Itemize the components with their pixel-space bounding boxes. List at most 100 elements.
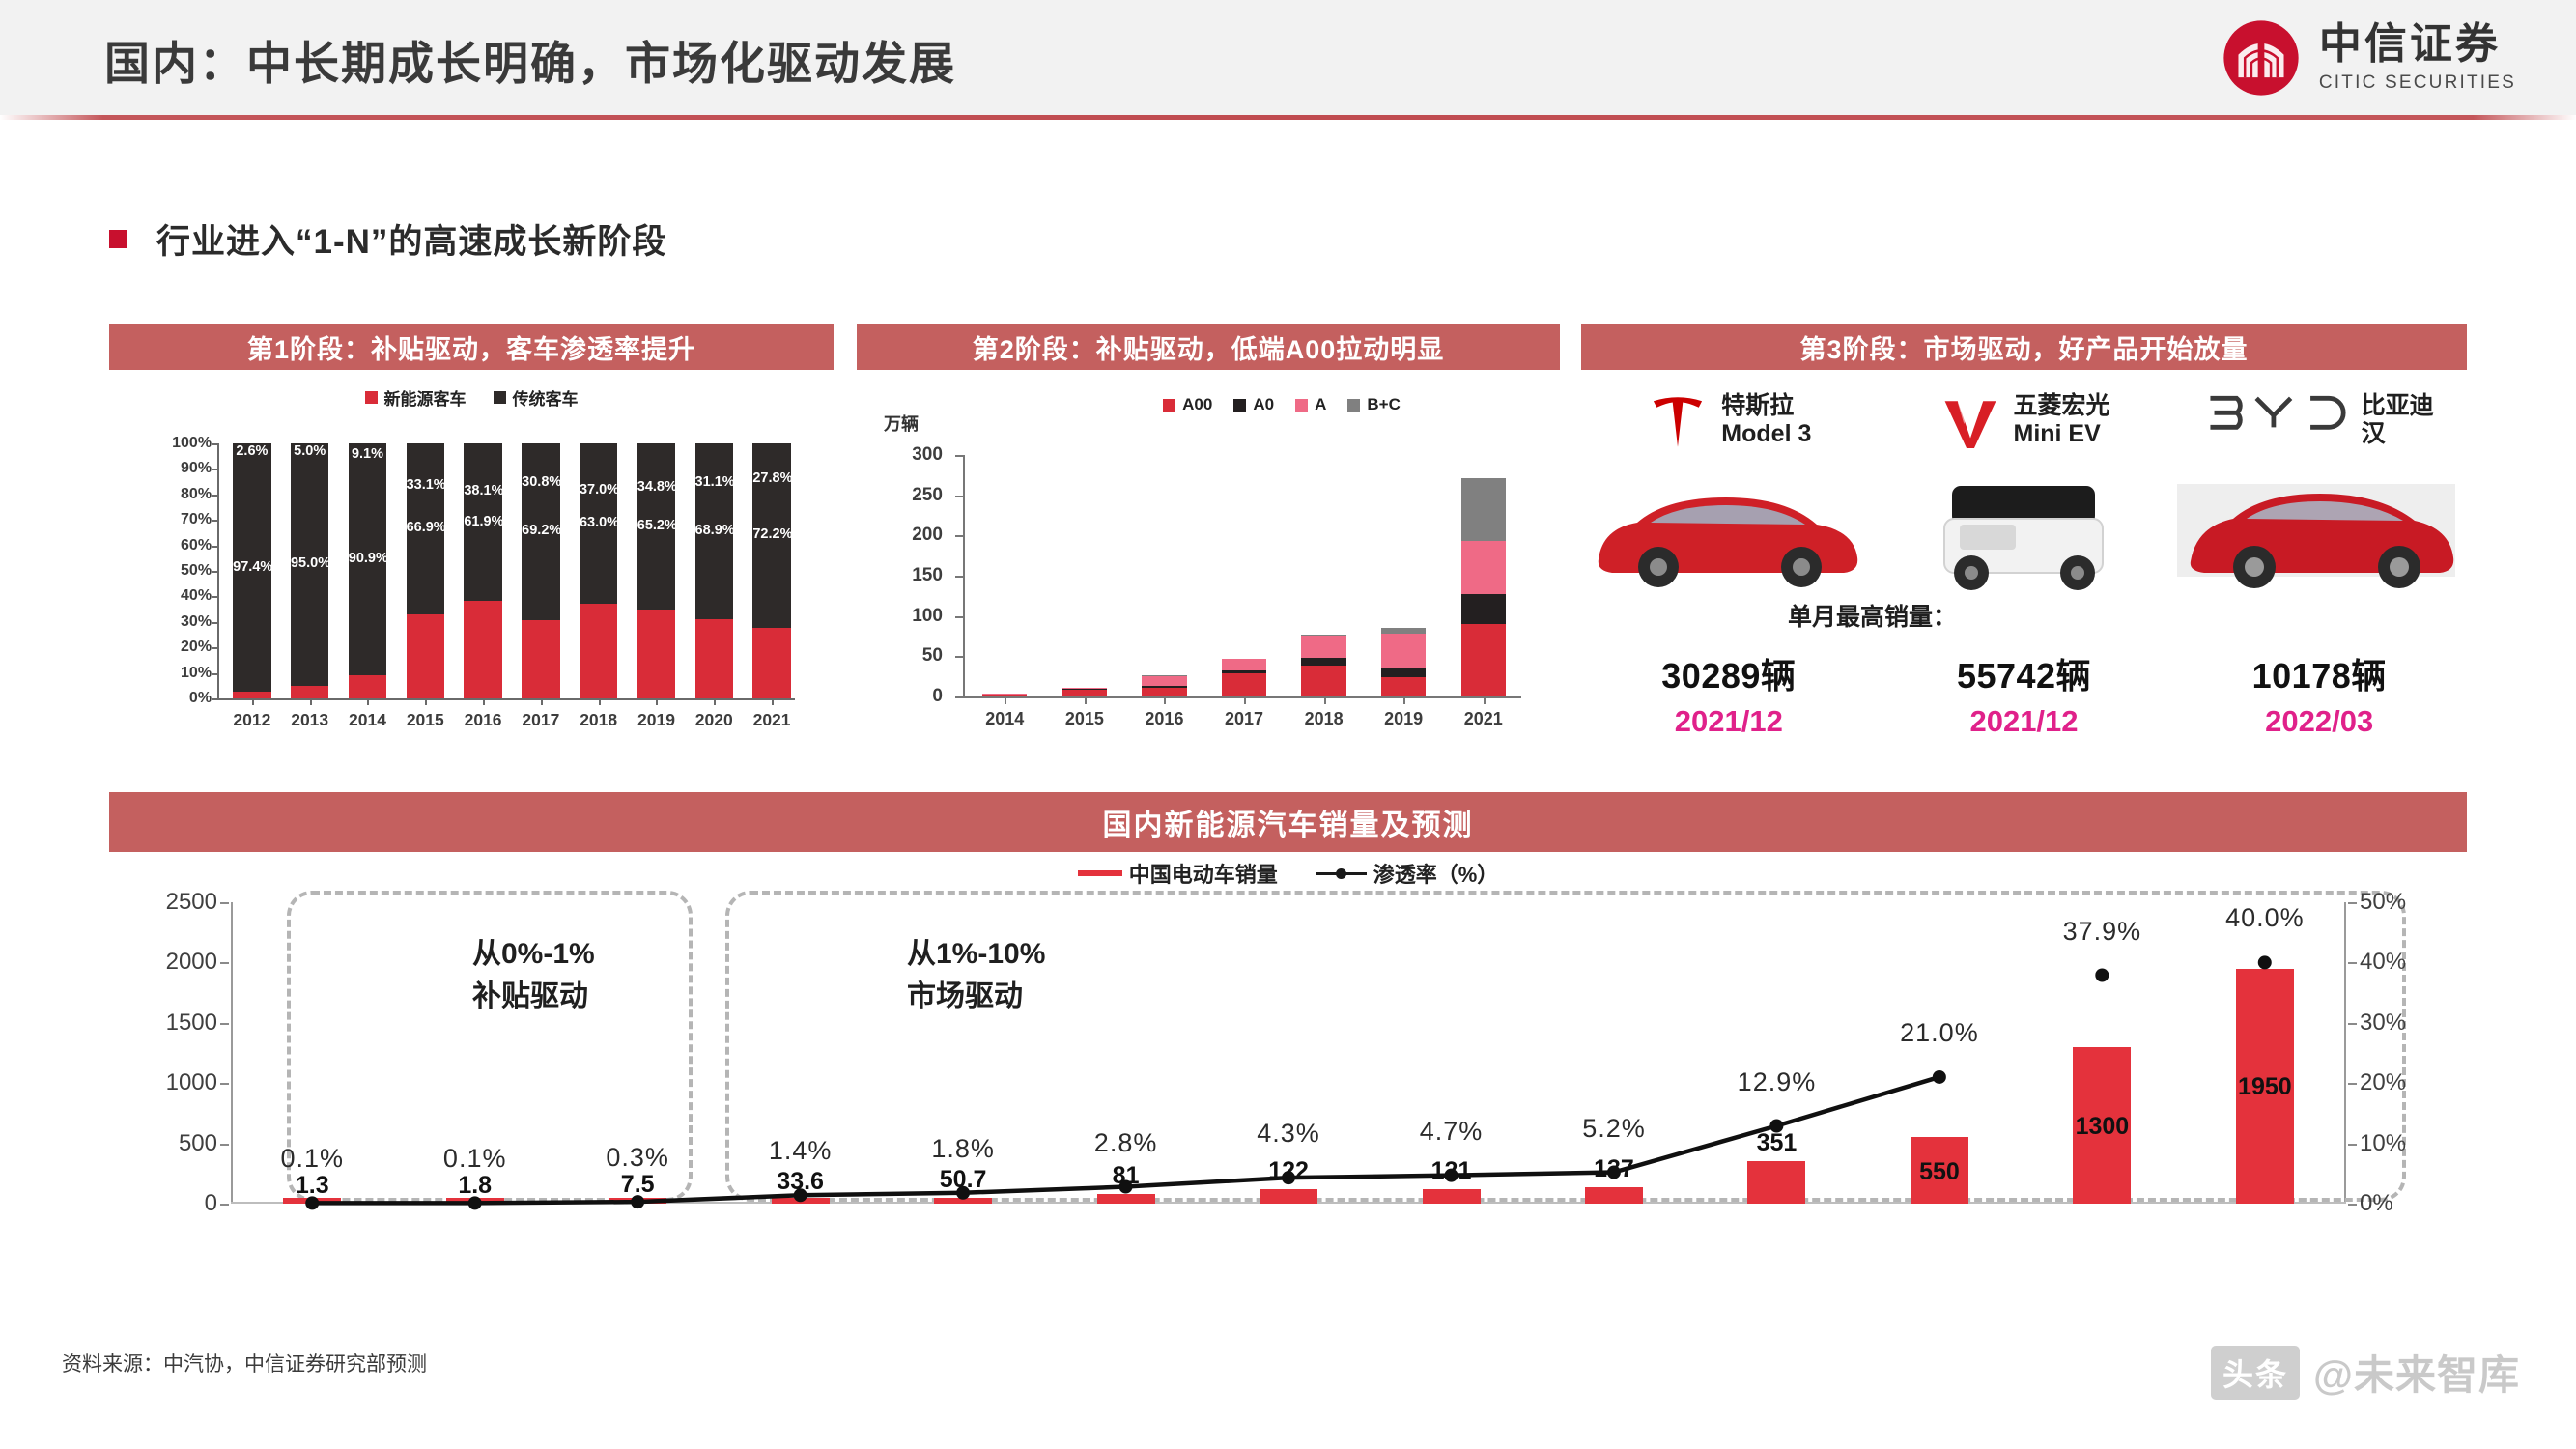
stage1-segment-label: 90.9% — [348, 550, 388, 566]
stage1-x-tick-label: 2020 — [694, 710, 733, 729]
stage1-stacked-bar: 69.2% 30.8% — [522, 443, 561, 698]
stage1-segment-nev: 34.8% — [637, 479, 677, 698]
main-bar-label: 1.3 — [295, 1171, 329, 1199]
main-line-point — [1118, 1179, 1133, 1194]
main-left-tick — [220, 1204, 229, 1206]
main-line-point — [2095, 968, 2109, 982]
stage2-segment-a00 — [1221, 673, 1267, 696]
stage1-x-tick — [540, 698, 543, 705]
stage2-stacked-bar — [1142, 675, 1187, 696]
stage1-y-tick — [212, 494, 218, 497]
main-pct-label: 4.3% — [1257, 1119, 1320, 1149]
stage1-segment-label: 2.6% — [236, 443, 269, 459]
brand-row: 比亚迪 汉 — [2205, 380, 2434, 461]
legend-label: 传统客车 — [512, 390, 579, 409]
stage2-x-tick-label: 2017 — [1224, 709, 1264, 728]
stage1-x-tick-label: 2019 — [637, 710, 675, 729]
legend-label: A0 — [1253, 395, 1275, 413]
stage1-bar-column: 63.0% 37.0% 2018 — [570, 443, 628, 729]
stage1-y-tick-label: 30% — [181, 612, 212, 630]
stage1-legend: 新能源客车 传统客车 — [109, 385, 834, 410]
stage2-segment-b-c — [1381, 628, 1427, 634]
stage1-x-tick — [714, 698, 717, 705]
main-right-axis — [2344, 902, 2346, 1204]
stage2-x-tick-label: 2015 — [1064, 709, 1104, 728]
stage1-segment-label: 33.1% — [406, 476, 446, 493]
stage1-y-tick-label: 100% — [172, 435, 212, 451]
main-right-tick-label: 10% — [2360, 1129, 2407, 1156]
main-right-tick — [2348, 902, 2357, 904]
legend-swatch-icon — [1295, 398, 1309, 412]
stage2-segment-a — [1301, 635, 1346, 658]
sales-stat: 55742辆 2021/12 — [1877, 648, 2172, 739]
main-left-tick — [220, 1022, 229, 1025]
sales-value: 10178辆 — [2251, 656, 2387, 696]
stage1-stacked-bar: 72.2% 27.8% — [752, 443, 792, 698]
brand-names: 特斯拉 Model 3 — [1721, 392, 1811, 449]
header-divider — [0, 115, 2576, 120]
legend-swatch-icon — [1233, 398, 1247, 412]
main-left-tick-label: 1500 — [165, 1009, 217, 1036]
stage2-stacked-bar — [1062, 688, 1107, 696]
stage2-y-axis — [963, 455, 965, 696]
main-right-tick-label: 30% — [2360, 1009, 2407, 1036]
stage1-x-tick-label: 2013 — [291, 710, 329, 729]
stage2-x-axis — [963, 696, 1521, 698]
stage1-stacked-bar: 65.2% 34.8% — [637, 443, 677, 698]
panel-stage-2-title: 第2阶段：补贴驱动，低端A00拉动明显 — [857, 324, 1560, 370]
stage1-segment-label: 65.2% — [637, 518, 677, 534]
stage1-segment-label: 61.9% — [464, 513, 504, 529]
stage2-stacked-bar — [982, 694, 1028, 696]
legend-item-a: A — [1295, 395, 1326, 414]
main-column: 351 12.9% — [1695, 902, 1857, 1204]
stage2-x-tick — [1164, 696, 1167, 704]
main-pct-label: 0.1% — [442, 1144, 507, 1174]
stage1-x-tick-label: 2017 — [522, 710, 560, 729]
stage1-y-tick-label: 0% — [188, 690, 212, 706]
stage2-bars: 2014 2015 2016 2017 2018 2019 2021 — [965, 455, 1523, 728]
legend-item-a00: A00 — [1163, 395, 1212, 414]
stage2-y-tick-label: 300 — [912, 444, 943, 465]
stage1-y-tick-label: 10% — [181, 664, 212, 681]
stage1-bar-column: 68.9% 31.1% 2020 — [685, 443, 743, 729]
stage1-segment-nev: 2.6% — [233, 443, 271, 698]
legend-line-icon — [1077, 870, 1122, 876]
main-pct-label: 40.0% — [2225, 903, 2305, 933]
stage1-segment-label: 38.1% — [464, 483, 504, 499]
stage2-segment-a00 — [1142, 688, 1187, 696]
panel-stage-1-chart: 新能源客车 传统客车 0% 10% 20% 30% 40% 50% 60% 70% 80% 90%… — [109, 370, 834, 773]
panel-stage-3-title: 第3阶段：市场驱动，好产品开始放量 — [1581, 324, 2467, 370]
slide-header: 国内：中长期成长明确，市场化驱动发展 中信证券 CITIC SECURITIES — [0, 0, 2576, 115]
main-left-tick — [220, 962, 229, 965]
stage1-y-tick-label: 90% — [181, 460, 212, 477]
stage1-y-tick-label: 40% — [181, 587, 212, 605]
main-line-point — [793, 1188, 807, 1203]
stage1-y-tick — [212, 571, 218, 573]
brand-logo: 中信证券 CITIC SECURITIES — [2221, 17, 2516, 99]
main-line-point — [1769, 1119, 1784, 1133]
main-bar-label: 550 — [1919, 1157, 1960, 1185]
stage1-bar-column: 72.2% 27.8% 2021 — [743, 443, 801, 729]
main-columns: 1.3 0.1% 1.8 0.1% 7.5 0.3% 33.6 1.4% 50.7 1.8% 81 2… — [231, 902, 2346, 1204]
brand-names: 比亚迪 汉 — [2362, 392, 2434, 449]
main-bar — [2235, 968, 2294, 1204]
stage2-y-tick-label: 100 — [912, 605, 943, 626]
citic-seal-icon — [2221, 17, 2302, 99]
main-bar — [1910, 1137, 1968, 1204]
stage2-segment-b-c — [1301, 634, 1346, 636]
stage1-bar-column: 69.2% 30.8% 2017 — [512, 443, 570, 729]
main-chart: 中国电动车销量 渗透率（%） 从0%-1% 补贴驱动 从1%-10% 市场驱动 0 5… — [109, 858, 2467, 1293]
stage2-bar-column: 2014 — [965, 455, 1045, 728]
sales-stat: 30289辆 2021/12 — [1581, 648, 1877, 739]
legend-label: 中国电动车销量 — [1128, 863, 1278, 887]
legend-label: A00 — [1182, 395, 1213, 413]
main-pct-label: 2.8% — [1093, 1127, 1158, 1157]
stage1-segment-label: 95.0% — [290, 555, 331, 572]
main-left-tick-label: 500 — [178, 1129, 217, 1156]
main-right-tick-label: 40% — [2360, 949, 2407, 976]
stage2-y-tick — [955, 455, 963, 457]
main-line-point — [1282, 1171, 1295, 1185]
sales-stat-grid: 30289辆 2021/12 55742辆 2021/12 10178辆 202… — [1581, 648, 2467, 739]
stage1-stacked-bar: 97.4% 2.6% — [233, 443, 272, 698]
stage2-x-tick-label: 2021 — [1463, 709, 1503, 728]
